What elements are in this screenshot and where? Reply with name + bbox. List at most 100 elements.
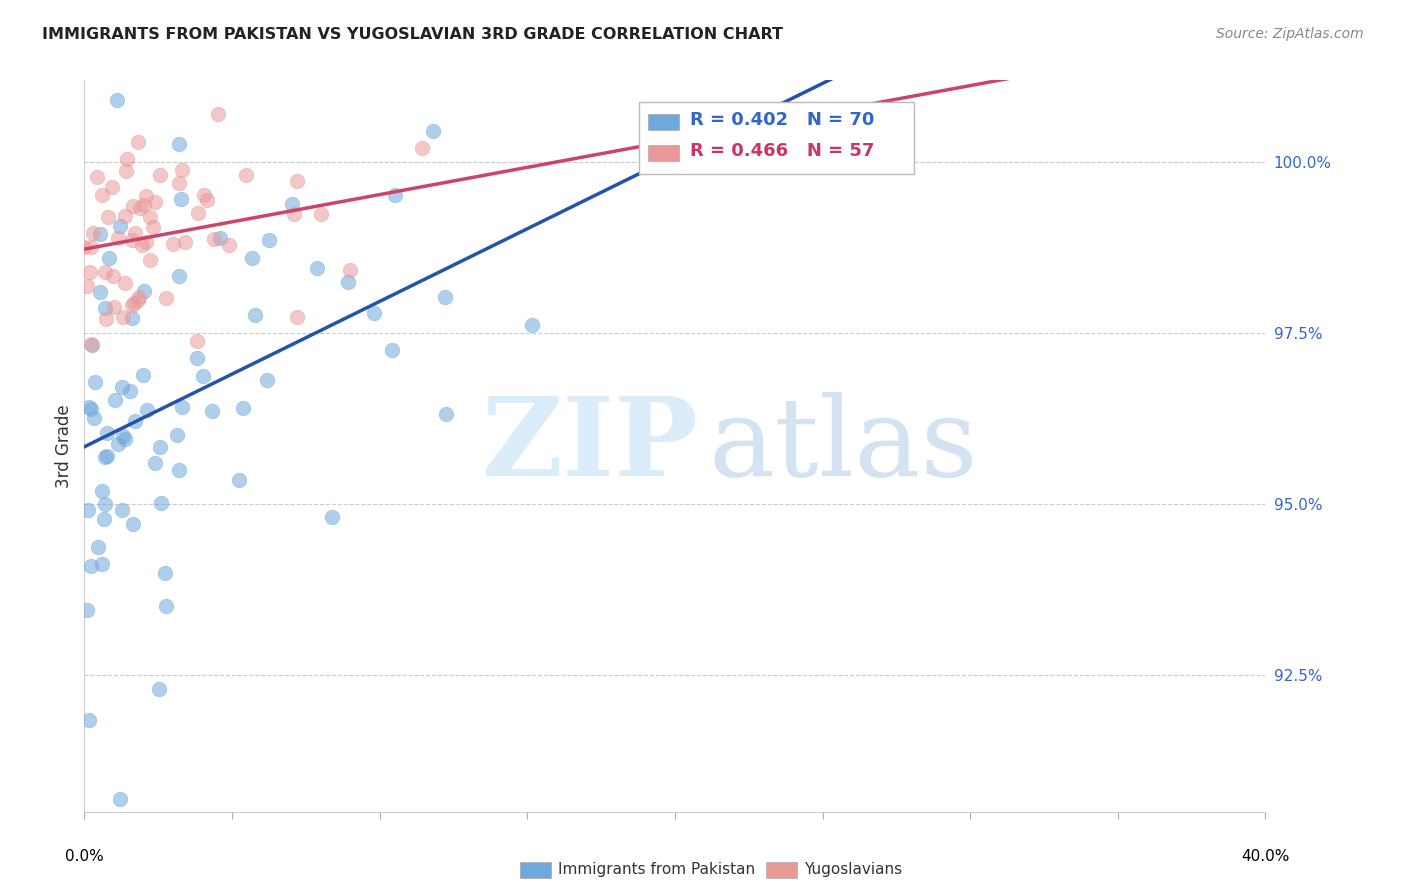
Point	[139, 252, 162, 267]
Point	[96, 211, 118, 225]
Point	[134, 198, 156, 212]
Point	[104, 392, 127, 407]
Point	[111, 380, 134, 394]
Point	[86, 170, 108, 185]
Point	[80, 240, 103, 254]
Point	[91, 187, 114, 202]
Point	[121, 233, 143, 247]
Point	[93, 265, 115, 279]
Point	[149, 440, 172, 454]
Point	[122, 295, 145, 310]
Point	[101, 180, 124, 194]
Point	[256, 373, 278, 387]
Point	[139, 211, 162, 225]
Point	[186, 334, 208, 348]
Point	[84, 375, 107, 389]
Point	[193, 369, 215, 384]
Point	[135, 188, 157, 202]
Point	[187, 206, 209, 220]
Point	[186, 351, 208, 365]
Point	[89, 227, 111, 242]
Point	[436, 407, 458, 421]
Point	[79, 265, 101, 279]
Point	[114, 277, 136, 291]
Point	[121, 298, 143, 312]
Point	[243, 308, 266, 322]
Point	[281, 197, 304, 211]
Point	[76, 279, 98, 293]
Point	[107, 230, 129, 244]
Point	[311, 206, 333, 220]
Point	[77, 503, 100, 517]
Point	[108, 219, 131, 234]
Text: Source: ZipAtlas.com: Source: ZipAtlas.com	[1216, 27, 1364, 41]
Point	[121, 311, 143, 326]
Text: IMMIGRANTS FROM PAKISTAN VS YUGOSLAVIAN 3RD GRADE CORRELATION CHART: IMMIGRANTS FROM PAKISTAN VS YUGOSLAVIAN …	[42, 27, 783, 42]
Point	[131, 237, 153, 252]
Point	[142, 220, 165, 235]
Point	[105, 94, 128, 108]
Point	[149, 168, 172, 182]
Point	[77, 400, 100, 414]
Text: Yugoslavians: Yugoslavians	[804, 863, 903, 877]
Point	[114, 164, 136, 178]
Point	[195, 194, 218, 208]
Point	[114, 432, 136, 446]
Text: ZIP: ZIP	[482, 392, 699, 500]
Point	[240, 252, 263, 266]
Point	[155, 566, 177, 580]
Point	[434, 290, 457, 304]
Point	[202, 232, 225, 246]
Point	[87, 541, 110, 555]
Point	[132, 368, 155, 382]
Text: 0.0%: 0.0%	[65, 849, 104, 864]
Point	[108, 791, 131, 805]
Point	[155, 599, 177, 614]
Point	[107, 436, 129, 450]
Point	[136, 403, 159, 417]
Point	[101, 268, 124, 283]
Point	[422, 124, 444, 138]
Point	[228, 473, 250, 487]
Point	[384, 187, 406, 202]
Point	[89, 285, 111, 300]
Point	[167, 177, 190, 191]
Point	[111, 428, 134, 442]
Point	[143, 194, 166, 209]
Point	[363, 306, 385, 320]
Point	[522, 318, 544, 332]
Point	[172, 400, 194, 414]
Point	[148, 682, 170, 697]
Point	[174, 235, 197, 250]
Point	[193, 188, 215, 202]
Point	[167, 137, 190, 152]
Point	[207, 107, 229, 121]
Point	[155, 291, 177, 305]
Text: R = 0.402   N = 70: R = 0.402 N = 70	[690, 112, 875, 129]
Point	[79, 402, 101, 417]
Point	[127, 293, 149, 307]
Point	[94, 497, 117, 511]
Point	[307, 261, 329, 276]
Point	[114, 209, 136, 223]
Point	[76, 603, 98, 617]
Point	[411, 141, 433, 155]
Point	[128, 290, 150, 304]
Point	[167, 268, 190, 283]
Point	[283, 207, 305, 221]
Point	[129, 201, 152, 215]
Point	[80, 558, 103, 573]
Y-axis label: 3rd Grade: 3rd Grade	[55, 404, 73, 488]
Point	[127, 135, 149, 149]
Point	[90, 483, 112, 498]
Point	[285, 310, 308, 325]
Point	[115, 152, 138, 166]
Point	[143, 456, 166, 470]
Point	[172, 162, 194, 177]
Point	[235, 169, 257, 183]
Point	[169, 463, 191, 477]
Point	[150, 496, 173, 510]
Point	[124, 226, 146, 240]
Point	[122, 199, 145, 213]
Point	[82, 226, 104, 240]
